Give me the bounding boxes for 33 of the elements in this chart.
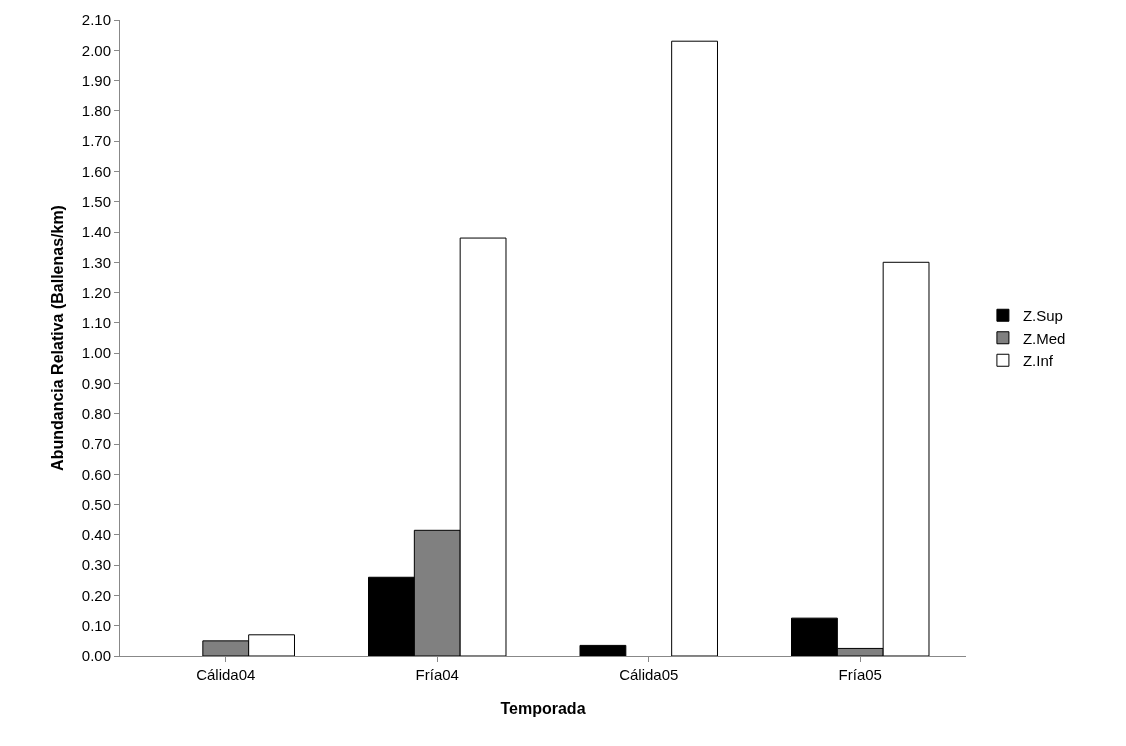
y-tick-label: 1.60 — [81, 162, 111, 180]
y-tick-label: 0.00 — [81, 647, 111, 665]
legend-label: Z.Inf — [1022, 352, 1054, 370]
y-tick-label: 1.90 — [81, 71, 111, 89]
y-tick-label: 2.00 — [81, 41, 111, 59]
x-tick-label: Cálida04 — [196, 666, 256, 683]
y-tick-label: 0.70 — [81, 435, 111, 453]
y-tick-label: 0.10 — [81, 616, 111, 634]
y-tick-label: 1.50 — [81, 192, 111, 210]
y-tick-label: 2.10 — [81, 11, 111, 29]
x-tick-label: Fría04 — [415, 666, 459, 683]
bar — [671, 40, 718, 656]
bar — [579, 644, 627, 656]
y-tick-label: 0.30 — [81, 556, 111, 574]
legend-label: Z.Med — [1022, 329, 1066, 347]
x-tick-label: Fría05 — [838, 666, 882, 683]
y-tick-label: 1.30 — [81, 253, 111, 271]
y-tick-label: 1.80 — [81, 102, 111, 120]
y-tick-label: 0.60 — [81, 465, 111, 483]
y-tick-label: 1.20 — [81, 283, 111, 301]
y-tick-label: 0.80 — [81, 404, 111, 422]
legend-label: Z.Sup — [1022, 307, 1063, 325]
y-tick-label: 1.10 — [81, 314, 111, 332]
y-tick-label: 0.90 — [81, 374, 111, 392]
y-tick-label: 0.20 — [81, 586, 111, 604]
x-axis-title: Temporada — [500, 700, 586, 717]
x-tick-label: Cálida05 — [619, 666, 679, 683]
y-tick-label: 0.40 — [81, 526, 111, 544]
y-tick-label: 0.50 — [81, 495, 111, 513]
y-tick-label: 1.00 — [81, 344, 111, 362]
y-axis-title: Abundancia Relativa (Ballenas/km) — [48, 205, 66, 471]
y-tick-label: 1.70 — [81, 132, 111, 150]
y-tick-label: 1.40 — [81, 223, 111, 241]
